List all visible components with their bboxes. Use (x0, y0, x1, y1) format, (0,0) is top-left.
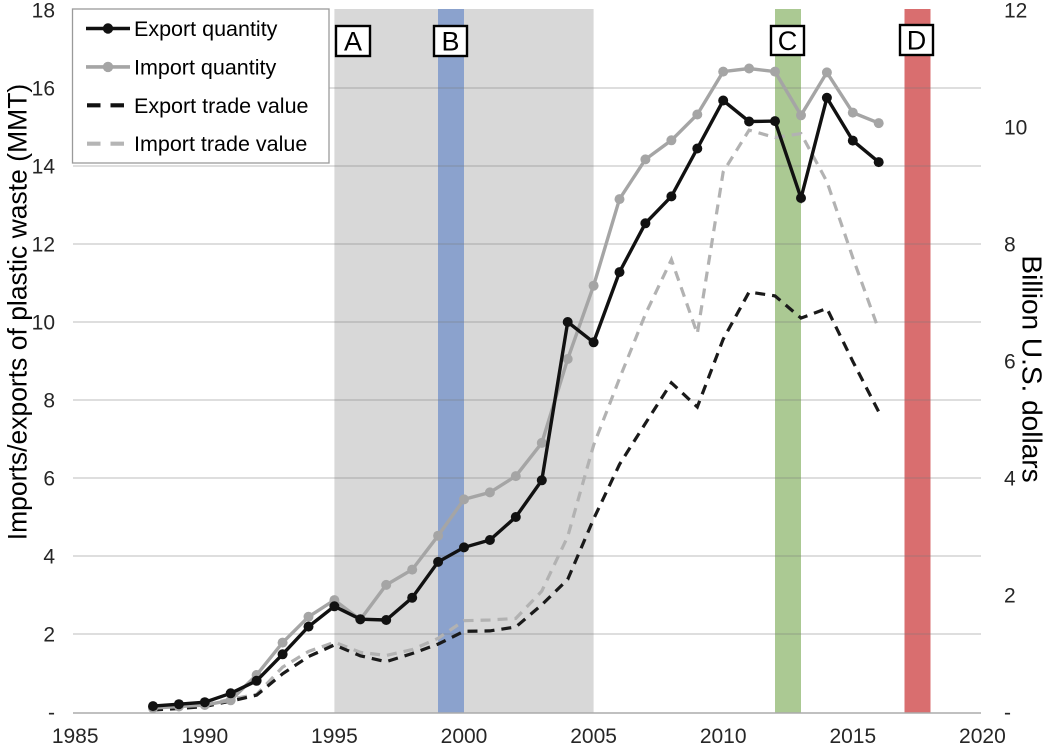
svg-text:Imports/exports of plastic was: Imports/exports of plastic waste (MMT) (3, 84, 33, 541)
svg-text:14: 14 (32, 156, 56, 179)
svg-text:8: 8 (43, 390, 55, 413)
svg-text:12: 12 (1004, 0, 1027, 23)
svg-text:4: 4 (1004, 468, 1016, 491)
svg-text:-: - (1004, 702, 1011, 725)
svg-text:10: 10 (32, 312, 55, 335)
svg-text:1995: 1995 (311, 725, 358, 748)
svg-text:6: 6 (43, 468, 55, 491)
svg-text:2000: 2000 (441, 725, 488, 748)
svg-text:2015: 2015 (829, 725, 876, 748)
svg-text:2: 2 (1004, 585, 1016, 608)
svg-text:1990: 1990 (181, 725, 228, 748)
svg-text:2005: 2005 (570, 725, 617, 748)
svg-text:Import trade value: Import trade value (134, 132, 307, 156)
svg-text:Export trade value: Export trade value (134, 94, 309, 118)
svg-text:B: B (441, 27, 459, 57)
svg-text:D: D (907, 26, 927, 56)
svg-text:2020: 2020 (959, 725, 1006, 748)
svg-text:4: 4 (43, 546, 55, 569)
svg-text:2010: 2010 (700, 725, 747, 748)
svg-text:Billion U.S. dollars: Billion U.S. dollars (1017, 255, 1048, 482)
svg-text:Export quantity: Export quantity (134, 17, 278, 41)
svg-text:C: C (778, 26, 798, 56)
svg-text:10: 10 (1004, 117, 1027, 140)
svg-text:8: 8 (1004, 234, 1016, 257)
svg-text:6: 6 (1004, 351, 1016, 374)
svg-text:1985: 1985 (52, 725, 99, 748)
svg-text:Import quantity: Import quantity (134, 55, 276, 79)
svg-text:2: 2 (43, 624, 55, 647)
svg-text:16: 16 (32, 78, 55, 101)
svg-text:12: 12 (32, 234, 55, 257)
svg-text:-: - (48, 702, 55, 725)
svg-text:18: 18 (32, 0, 55, 23)
svg-text:A: A (344, 27, 362, 57)
